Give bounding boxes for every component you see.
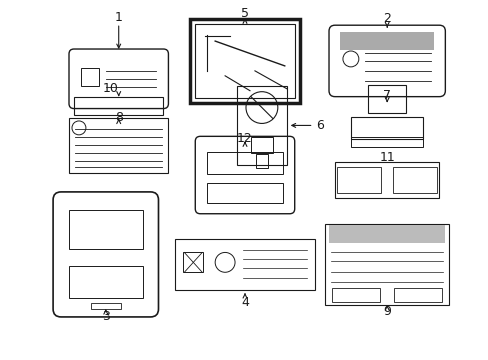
Text: 4: 4 [241,296,248,309]
Text: 6: 6 [315,119,323,132]
Text: 11: 11 [379,151,394,164]
Bar [255,154,267,168]
Bar [328,225,445,243]
Bar [81,68,99,86]
Bar [74,96,163,114]
Bar [392,167,436,193]
Bar [334,162,439,198]
Text: 8: 8 [115,111,122,124]
Bar [339,32,433,50]
Bar [69,210,142,249]
Text: 5: 5 [241,7,248,20]
Bar [351,117,422,139]
Text: 2: 2 [383,12,390,25]
Text: 9: 9 [383,306,390,319]
Bar [207,183,282,203]
Bar [367,85,405,113]
Bar [69,266,142,298]
Bar [331,288,380,302]
Text: 12: 12 [237,132,252,145]
Bar [69,118,168,172]
Bar [325,224,448,305]
Text: 10: 10 [102,82,119,95]
Text: 3: 3 [102,310,109,323]
Bar [91,303,121,309]
Text: 7: 7 [383,89,390,102]
Bar [190,19,299,103]
Bar [207,152,282,174]
Bar [351,137,422,147]
Bar [175,239,314,290]
Bar [393,288,442,302]
Bar [237,86,286,165]
Bar [336,167,381,193]
Bar [250,137,272,153]
Bar [195,24,294,98]
Bar [183,252,203,272]
Text: 1: 1 [115,11,122,24]
